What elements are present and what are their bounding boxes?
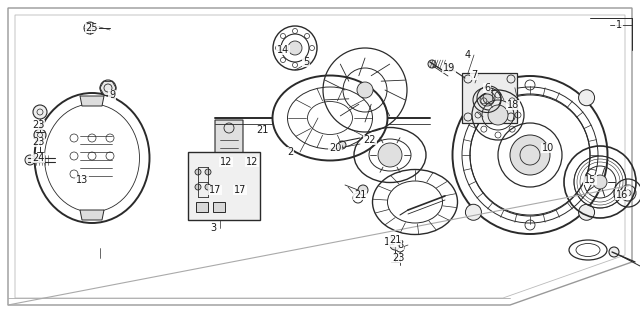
Bar bbox=[213, 202, 225, 212]
Circle shape bbox=[100, 80, 116, 96]
Text: 23: 23 bbox=[392, 253, 404, 263]
Circle shape bbox=[195, 184, 201, 190]
Bar bbox=[188, 152, 260, 220]
Circle shape bbox=[338, 141, 346, 149]
Text: 21: 21 bbox=[256, 125, 268, 135]
Circle shape bbox=[483, 92, 495, 104]
Text: 25: 25 bbox=[86, 23, 99, 33]
Text: 13: 13 bbox=[76, 175, 88, 185]
Text: 14: 14 bbox=[277, 45, 289, 55]
Text: 17: 17 bbox=[234, 185, 246, 195]
Text: 11: 11 bbox=[384, 237, 396, 247]
Circle shape bbox=[357, 82, 373, 98]
Circle shape bbox=[34, 129, 46, 141]
Circle shape bbox=[428, 60, 436, 68]
Text: 17: 17 bbox=[209, 185, 221, 195]
Circle shape bbox=[510, 135, 550, 175]
Text: 1: 1 bbox=[616, 20, 622, 30]
Circle shape bbox=[579, 204, 595, 220]
Text: 5: 5 bbox=[303, 57, 309, 67]
Text: 18: 18 bbox=[507, 100, 519, 110]
Circle shape bbox=[465, 90, 481, 106]
Polygon shape bbox=[80, 96, 104, 106]
Circle shape bbox=[625, 190, 631, 196]
Circle shape bbox=[195, 169, 201, 175]
Text: 21: 21 bbox=[389, 235, 401, 245]
Circle shape bbox=[25, 155, 35, 165]
Circle shape bbox=[205, 169, 211, 175]
Text: 19: 19 bbox=[443, 63, 455, 73]
Circle shape bbox=[288, 41, 302, 55]
Polygon shape bbox=[462, 73, 517, 123]
Circle shape bbox=[358, 185, 368, 195]
Text: 15: 15 bbox=[584, 175, 596, 185]
Circle shape bbox=[205, 184, 211, 190]
Circle shape bbox=[447, 64, 454, 72]
Circle shape bbox=[390, 240, 400, 250]
Text: 20: 20 bbox=[329, 143, 341, 153]
Text: 23: 23 bbox=[32, 120, 44, 130]
Text: 7: 7 bbox=[471, 70, 477, 80]
Text: 10: 10 bbox=[542, 143, 554, 153]
Circle shape bbox=[579, 90, 595, 106]
Text: 3: 3 bbox=[210, 223, 216, 233]
Polygon shape bbox=[80, 210, 104, 220]
Circle shape bbox=[378, 143, 402, 167]
Circle shape bbox=[593, 175, 607, 189]
Text: 6: 6 bbox=[484, 83, 490, 93]
Text: 22: 22 bbox=[364, 135, 376, 145]
Circle shape bbox=[465, 204, 481, 220]
Bar bbox=[196, 202, 208, 212]
Circle shape bbox=[84, 22, 96, 34]
Text: 23: 23 bbox=[32, 137, 44, 147]
Text: 2: 2 bbox=[287, 147, 293, 157]
Polygon shape bbox=[215, 120, 243, 162]
Text: 16: 16 bbox=[616, 190, 628, 200]
Text: 12: 12 bbox=[246, 157, 258, 167]
Text: 24: 24 bbox=[32, 153, 44, 163]
Text: 8: 8 bbox=[397, 240, 403, 250]
Circle shape bbox=[33, 105, 47, 119]
Circle shape bbox=[488, 105, 508, 125]
Text: 21: 21 bbox=[354, 190, 366, 200]
Text: 4: 4 bbox=[465, 50, 471, 60]
Text: 12: 12 bbox=[220, 157, 232, 167]
Text: 9: 9 bbox=[109, 90, 115, 100]
Circle shape bbox=[609, 247, 619, 257]
